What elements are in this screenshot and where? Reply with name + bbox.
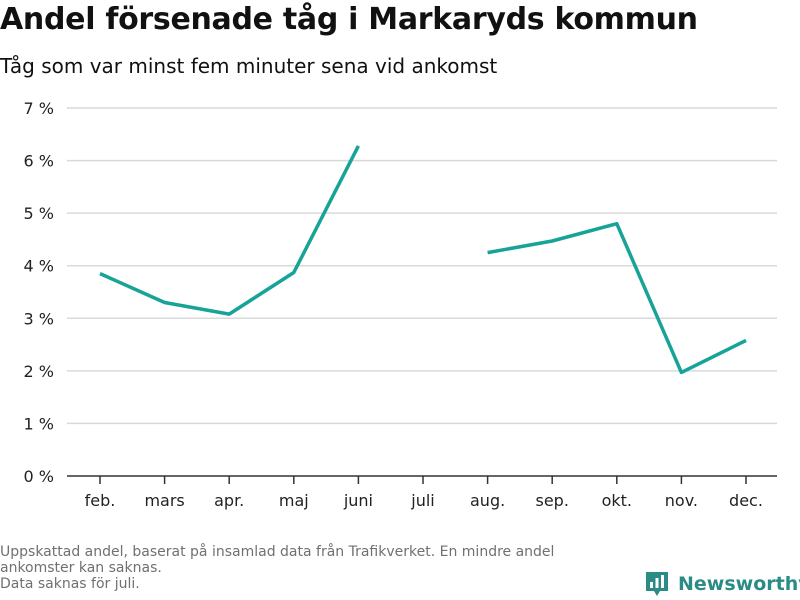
x-tick-label: aug. (470, 491, 505, 510)
newsworthy-logo-icon (646, 572, 668, 596)
series-line-segment-1 (99, 145, 360, 316)
x-tick-label: nov. (665, 491, 698, 510)
y-tick-label: 4 % (24, 257, 54, 276)
line-chart: 0 % 1 % 2 % 3 % 4 % 5 % 6 % 7 % feb. mars apr. maj j… (24, 99, 777, 510)
x-tick-label: juni (343, 491, 373, 510)
x-tick-label: mars (144, 491, 184, 510)
y-tick-label: 1 % (24, 414, 54, 433)
x-tick-label: sep. (535, 491, 568, 510)
brand-name: Newsworthy (678, 573, 800, 595)
footnote-line-2: ankomster kan saknas. (0, 560, 162, 576)
x-tick-label: juli (410, 491, 434, 510)
y-tick-label: 5 % (24, 204, 54, 223)
footnote-line-1: Uppskattad andel, baserat på insamlad da… (0, 544, 555, 560)
chart-title: Andel försenade tåg i Markaryds kommun (0, 2, 698, 37)
y-tick-label: 0 % (24, 467, 54, 486)
x-tick-label: feb. (85, 491, 116, 510)
footnote-line-3: Data saknas för juli. (0, 576, 140, 592)
x-tick-label: maj (279, 491, 309, 510)
x-tick-label: dec. (729, 491, 763, 510)
x-tick-label: apr. (214, 491, 244, 510)
y-tick-label: 2 % (24, 362, 54, 381)
x-tick-label: okt. (602, 491, 632, 510)
brand-logo: Newsworthy (644, 570, 800, 598)
series-line-segment-2 (487, 221, 747, 375)
y-tick-label: 7 % (24, 99, 54, 118)
chart-subtitle: Tåg som var minst fem minuter sena vid a… (0, 54, 498, 78)
y-tick-label: 3 % (24, 309, 54, 328)
y-tick-label: 6 % (24, 152, 54, 171)
footnote: Uppskattad andel, baserat på insamlad da… (0, 544, 640, 592)
